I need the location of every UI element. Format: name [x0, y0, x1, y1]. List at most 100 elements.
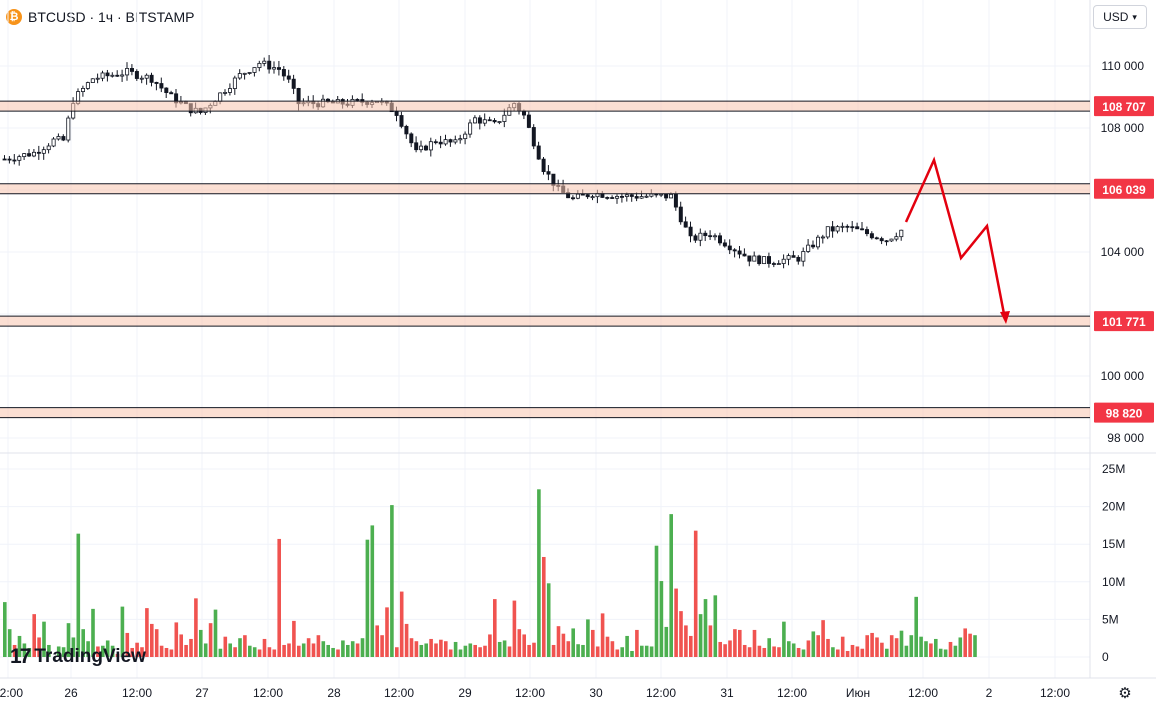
candle-body [786, 255, 791, 260]
volume-bar [723, 644, 727, 657]
volume-bar [728, 640, 732, 657]
time-tick-label: 28 [327, 686, 341, 700]
candle-body [610, 197, 615, 199]
volume-bar [493, 599, 497, 657]
level-band [0, 316, 1090, 327]
volume-bar [806, 640, 811, 657]
volume-bar [595, 646, 600, 657]
level-price-label-bg [1094, 96, 1154, 117]
candle-body [855, 226, 860, 230]
settings-gear-icon[interactable]: ⚙ [1118, 685, 1132, 702]
volume-tick-label: 10M [1102, 575, 1125, 589]
volume-bar [517, 629, 522, 657]
volume-bar [909, 635, 914, 657]
volume-bar [105, 640, 110, 657]
volume-bar [914, 596, 918, 657]
volume-bar [840, 636, 845, 657]
volume-bar [527, 644, 531, 657]
bitcoin-icon: ₿ [6, 9, 22, 25]
time-tick-label: Июн [846, 686, 870, 700]
candle-body [546, 171, 551, 175]
volume-bar [3, 602, 7, 657]
candle-body [541, 158, 546, 173]
volume-bar [140, 647, 144, 657]
candle-body [36, 151, 41, 154]
symbol-title: BTCUSD · 1ч · BITSTAMP [28, 9, 195, 25]
candle-body [830, 226, 835, 232]
candle-body [159, 83, 164, 89]
forecast-arrowhead [1000, 311, 1010, 324]
candle-body [752, 255, 757, 262]
volume-bar [453, 641, 458, 657]
volume-bar [929, 643, 933, 657]
candle-body [267, 60, 272, 70]
candle-body [125, 68, 130, 76]
volume-bar [811, 631, 816, 657]
candle-body [678, 206, 683, 223]
volume-bar [762, 647, 767, 657]
candle-body [762, 256, 767, 265]
volume-bar [772, 646, 776, 657]
volume-bar [468, 643, 473, 657]
candle-body [90, 78, 95, 83]
volume-bar [37, 637, 41, 657]
time-tick-label: 12:00 [646, 686, 676, 700]
volume-bar [576, 644, 580, 657]
volume-bar [551, 644, 556, 657]
candle-body [889, 238, 894, 242]
volume-bar [488, 634, 492, 657]
candle-body [482, 119, 487, 124]
volume-bar [218, 648, 223, 657]
candle-body [771, 263, 776, 265]
volume-bar [581, 644, 585, 657]
candle-body [874, 237, 879, 240]
volume-bar [693, 530, 698, 657]
candle-body [776, 263, 781, 265]
candle-body [811, 244, 816, 248]
candle-body [115, 74, 120, 77]
candle-body [698, 232, 703, 241]
volume-bar [684, 625, 688, 657]
time-tick-label: 27 [195, 686, 209, 700]
volume-bar [150, 623, 154, 657]
volume-bar [953, 645, 958, 657]
volume-bar [267, 647, 272, 657]
candle-body [487, 119, 492, 122]
volume-bar [32, 614, 36, 657]
volume-bar [821, 620, 825, 657]
candle-body [46, 145, 51, 151]
candle-body [276, 67, 281, 70]
candle-body [722, 242, 727, 247]
price-tick-label: 108 000 [1101, 121, 1145, 135]
volume-bar [135, 642, 139, 657]
chevron-down-icon: ▾ [1132, 11, 1137, 22]
volume-tick-label: 20M [1102, 500, 1125, 514]
volume-bar [463, 645, 468, 657]
volume-bar [718, 641, 722, 657]
time-tick-label: 12:00 [253, 686, 283, 700]
time-tick-label: 30 [589, 686, 603, 700]
time-tick-label: 12:00 [122, 686, 152, 700]
candle-body [7, 158, 12, 161]
volume-bar [791, 643, 796, 657]
volume-bar [316, 635, 321, 657]
candle-body [865, 229, 870, 235]
volume-bar [919, 636, 923, 657]
volume-bar [385, 607, 389, 657]
candle-body [144, 74, 149, 79]
candle-body [394, 111, 399, 116]
volume-bar [272, 649, 277, 657]
candle-body [634, 196, 639, 199]
currency-selector[interactable]: USD ▾ [1093, 5, 1147, 29]
volume-bar [610, 641, 615, 657]
candle-body [41, 149, 46, 154]
candle-body [713, 235, 718, 238]
volume-bar [61, 647, 66, 657]
candle-body [497, 121, 502, 123]
candle-body [12, 159, 17, 162]
candle-body [423, 145, 428, 151]
symbol-header[interactable]: ₿ BTCUSD · 1ч · BITSTAMP [6, 6, 201, 28]
time-tick-label: 2 [986, 686, 993, 700]
volume-bar [297, 645, 301, 657]
